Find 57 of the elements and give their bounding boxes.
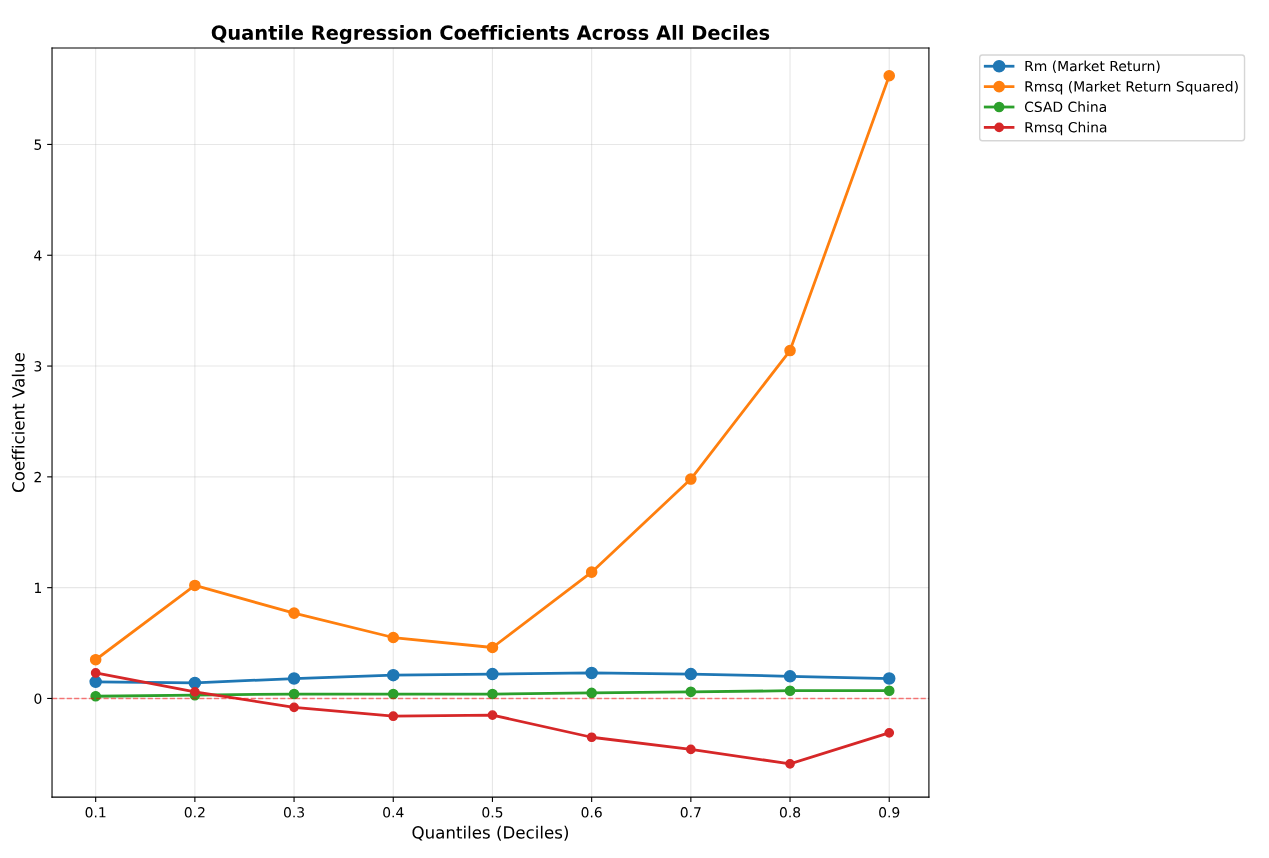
y-tick-label: 4 [34, 250, 42, 261]
point [685, 744, 696, 755]
legend-label: Rmsq (Market Return Squared) [1025, 80, 1238, 95]
y-axis-title: Coefficient Value [11, 353, 25, 492]
x-tick-label: 0.4 [383, 807, 404, 818]
legend-label: Rmsq China [1025, 121, 1107, 136]
y-tick-label: 0 [34, 693, 42, 704]
x-tick-label: 0.1 [85, 807, 106, 818]
x-tick-label: 0.5 [482, 807, 503, 818]
y-tick-label: 2 [34, 471, 41, 483]
point [586, 732, 597, 743]
y-tick-label: 3 [34, 361, 42, 372]
point [684, 667, 698, 681]
point [487, 710, 498, 720]
point [784, 685, 796, 697]
point [289, 702, 299, 713]
x-tick-label: 0.3 [283, 807, 304, 818]
point [884, 727, 895, 738]
point [486, 667, 499, 681]
point [585, 566, 598, 578]
point [387, 668, 400, 682]
point [586, 687, 597, 699]
x-tick-label: 0.9 [879, 807, 900, 818]
x-tick-label: 0.7 [680, 807, 701, 818]
point [882, 672, 896, 685]
point [188, 676, 202, 690]
point [89, 653, 102, 666]
point [486, 641, 499, 654]
point [388, 711, 399, 722]
point [189, 579, 201, 592]
point [288, 607, 300, 619]
point [785, 758, 795, 769]
point [190, 686, 200, 697]
point [387, 631, 400, 644]
point [90, 668, 101, 678]
point [783, 670, 797, 683]
legend-label: CSAD China [1024, 101, 1106, 113]
point [90, 690, 101, 702]
legend-label: Rm (Market Return) [1025, 60, 1160, 73]
point [784, 344, 796, 357]
y-tick-label: 5 [34, 139, 42, 150]
point [883, 685, 895, 697]
y-tick-label: 1 [35, 582, 42, 593]
point [685, 473, 697, 485]
point [585, 666, 598, 680]
point [288, 688, 300, 700]
point [487, 688, 498, 700]
chart-title: Quantile Regression Coefficients Across All Deciles [211, 24, 770, 44]
point [883, 69, 896, 82]
x-tick-label: 0.2 [184, 807, 205, 818]
point [685, 686, 697, 698]
x-tick-label: 0.6 [581, 807, 602, 818]
point [387, 688, 399, 700]
point [89, 675, 102, 689]
x-tick-label: 0.8 [779, 807, 801, 818]
point [287, 672, 301, 685]
x-axis-title: Quantiles (Deciles) [412, 825, 569, 841]
